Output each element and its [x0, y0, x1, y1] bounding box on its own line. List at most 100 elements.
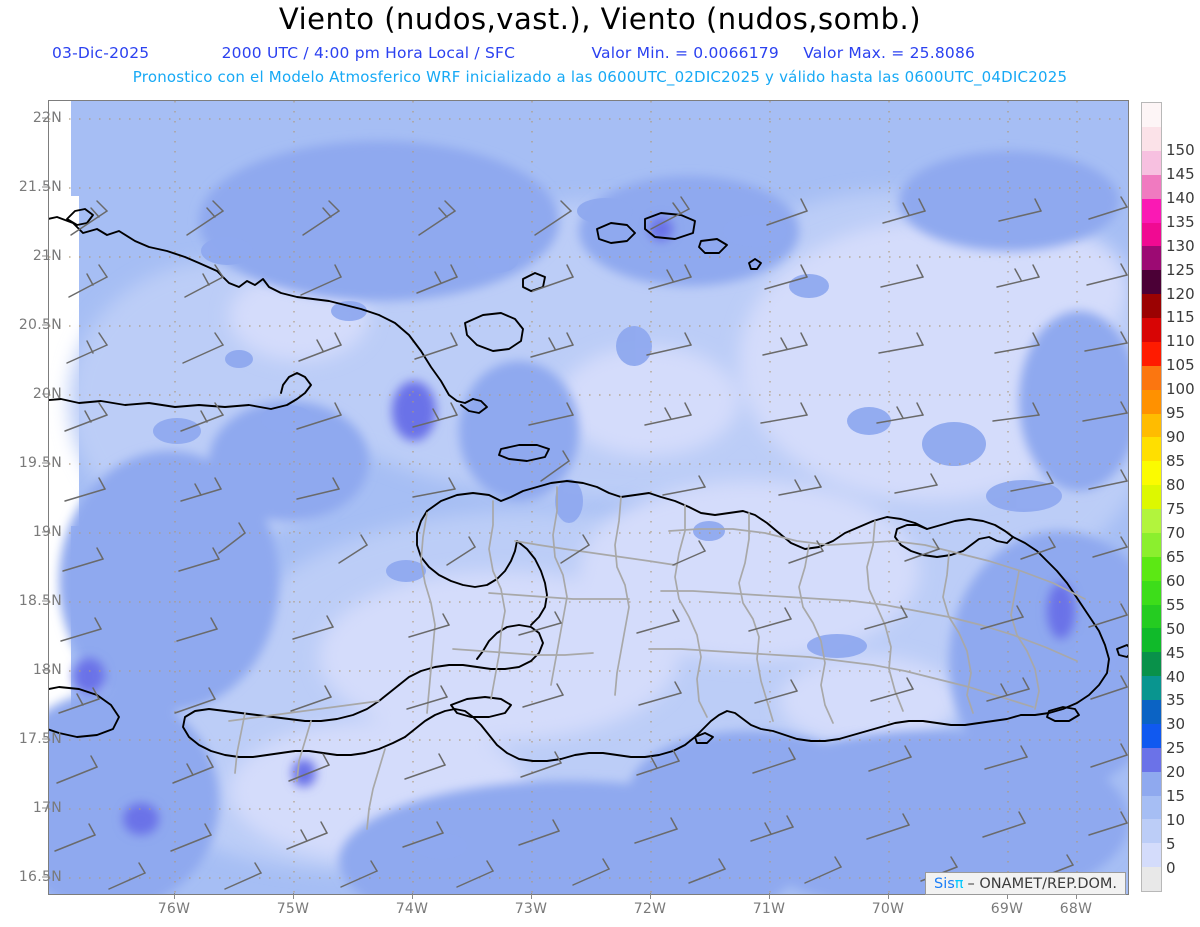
lon-label-71w: 71W — [752, 901, 786, 917]
lon-label-68w: 68W — [1059, 901, 1093, 917]
colorbar-tick-140: 140 — [1166, 188, 1195, 207]
colorbar-tick-125: 125 — [1166, 260, 1195, 279]
colorbar-tick-60: 60 — [1166, 571, 1186, 590]
colorbar-tick-15: 15 — [1166, 787, 1186, 806]
colorbar-tick-105: 105 — [1166, 356, 1195, 375]
lat-tick — [42, 807, 48, 809]
colorbar-segment-14 — [1142, 532, 1161, 557]
colorbar-tick-0: 0 — [1166, 859, 1176, 878]
colorbar-tick-145: 145 — [1166, 164, 1195, 183]
pi-symbol: π — [954, 875, 964, 892]
colorbar-tick-120: 120 — [1166, 284, 1195, 303]
colorbar-segment-21 — [1142, 365, 1161, 390]
colorbar-segment-15 — [1142, 509, 1161, 533]
lon-tick — [531, 893, 532, 899]
lon-tick — [1007, 893, 1008, 899]
colorbar-tick-5: 5 — [1166, 835, 1176, 854]
colorbar-segment-28 — [1142, 198, 1161, 223]
value-min: Valor Min. = 0.0066179 — [591, 44, 779, 62]
lat-tick — [42, 117, 48, 119]
colorbar-segment-27 — [1142, 222, 1161, 247]
colorbar-tick-40: 40 — [1166, 667, 1186, 686]
colorbar-segment-23 — [1142, 318, 1161, 342]
lon-label-75w: 75W — [276, 901, 310, 917]
sis-text: Sis — [934, 875, 955, 892]
subtitle-line-1: 03-Dic-2025 2000 UTC / 4:00 pm Hora Loca… — [0, 44, 1200, 62]
lon-label-69w: 69W — [990, 901, 1024, 917]
colorbar-tick-90: 90 — [1166, 428, 1186, 447]
colorbar-segment-29 — [1142, 174, 1161, 199]
colorbar-tick-55: 55 — [1166, 595, 1186, 614]
lat-tick — [42, 462, 48, 464]
lat-tick — [42, 531, 48, 533]
colorbar-segment-30 — [1142, 150, 1161, 175]
lon-tick — [293, 893, 294, 899]
lat-tick — [42, 600, 48, 602]
wind-barbs — [54, 196, 1128, 890]
colorbar-segment-2 — [1142, 819, 1161, 844]
lat-tick — [42, 186, 48, 188]
colorbar-tick-70: 70 — [1166, 523, 1186, 542]
lon-label-73w: 73W — [514, 901, 548, 917]
lon-label-76w: 76W — [157, 901, 191, 917]
value-max: Valor Max. = 25.8086 — [803, 44, 976, 62]
model-note: Pronostico con el Modelo Atmosferico WRF… — [132, 68, 1068, 86]
colorbar-segment-16 — [1142, 485, 1161, 509]
colorbar-segment-9 — [1142, 652, 1161, 677]
lat-label-17.5n: 17.5N — [18, 731, 62, 747]
lat-tick — [42, 738, 48, 740]
colorbar-segment-13 — [1142, 556, 1161, 581]
colorbar-segment-4 — [1142, 771, 1161, 796]
colorbar-tick-35: 35 — [1166, 691, 1186, 710]
lat-tick — [42, 669, 48, 671]
lat-label-21.5n: 21.5N — [18, 179, 62, 195]
colorbar-segment-7 — [1142, 700, 1161, 724]
colorbar-segment-3 — [1142, 795, 1161, 820]
colorbar-tick-50: 50 — [1166, 619, 1186, 638]
colorbar-segment-18 — [1142, 437, 1161, 462]
lon-tick — [412, 893, 413, 899]
lon-label-74w: 74W — [395, 901, 429, 917]
colorbar-tick-80: 80 — [1166, 476, 1186, 495]
map-canvas[interactable] — [48, 100, 1129, 895]
colorbar-segment-0 — [1142, 867, 1161, 891]
colorbar-segment-12 — [1142, 580, 1161, 605]
colorbar-segment-6 — [1142, 723, 1161, 748]
agency-text: – ONAMET/REP.DOM. — [967, 875, 1118, 892]
page-title: Viento (nudos,vast.), Viento (nudos,somb… — [278, 2, 922, 36]
colorbar-tick-135: 135 — [1166, 212, 1195, 231]
colorbar-segment-20 — [1142, 389, 1161, 414]
wind-speed-map — [49, 101, 1128, 894]
lon-label-72w: 72W — [633, 901, 667, 917]
colorbar-tick-20: 20 — [1166, 763, 1186, 782]
colorbar-segment-32 — [1142, 103, 1161, 127]
lon-label-70w: 70W — [871, 901, 905, 917]
colorbar-tick-115: 115 — [1166, 308, 1195, 327]
lat-label-20.5n: 20.5N — [18, 317, 62, 333]
colorbar-segment-17 — [1142, 461, 1161, 486]
colorbar[interactable] — [1141, 102, 1162, 892]
lat-label-18.5n: 18.5N — [18, 593, 62, 609]
colorbar-tick-95: 95 — [1166, 404, 1186, 423]
colorbar-segment-1 — [1142, 843, 1161, 868]
colorbar-segment-19 — [1142, 413, 1161, 438]
lon-tick — [888, 893, 889, 899]
colorbar-segment-5 — [1142, 747, 1161, 772]
colorbar-segment-31 — [1142, 127, 1161, 151]
colorbar-segment-25 — [1142, 270, 1161, 295]
colorbar-tick-65: 65 — [1166, 547, 1186, 566]
colorbar-tick-75: 75 — [1166, 499, 1186, 518]
lat-tick — [42, 324, 48, 326]
forecast-date: 03-Dic-2025 — [52, 44, 150, 62]
lat-label-16.5n: 16.5N — [18, 869, 62, 885]
colorbar-tick-110: 110 — [1166, 332, 1195, 351]
colorbar-tick-45: 45 — [1166, 643, 1186, 662]
colorbar-tick-100: 100 — [1166, 380, 1195, 399]
lat-tick — [42, 876, 48, 878]
colorbar-segment-10 — [1142, 628, 1161, 653]
colorbar-tick-130: 130 — [1166, 236, 1195, 255]
colorbar-tick-85: 85 — [1166, 452, 1186, 471]
colorbar-labels: 0 5 10 15 20 25 30 35 40 45 50 55 60 65 70 75 80 85 90 95 10… — [1166, 102, 1200, 892]
colorbar-segment-8 — [1142, 676, 1161, 700]
